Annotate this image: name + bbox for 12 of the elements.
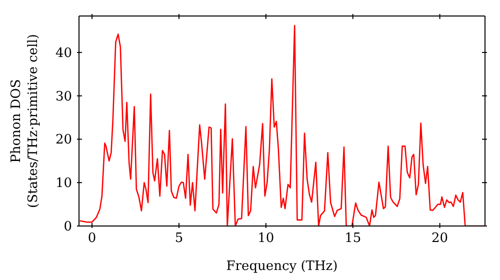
y-tick-label: 20 bbox=[55, 132, 72, 148]
x-tick-label: 10 bbox=[258, 231, 274, 246]
x-tick-label: 15 bbox=[344, 231, 362, 246]
x-axis-title: Frequency (THz) bbox=[226, 259, 338, 274]
x-tick-label: 5 bbox=[174, 231, 184, 246]
x-tick-label: 20 bbox=[432, 231, 448, 246]
y-tick-label: 30 bbox=[55, 89, 72, 104]
y-tick-label: 40 bbox=[55, 46, 72, 61]
x-tick-label: 0 bbox=[88, 231, 96, 246]
y-axis-title: Phonon DOS (States/THz·primitive cell) bbox=[9, 34, 41, 208]
y-tick-label: 0 bbox=[64, 220, 72, 234]
y-tick-label: 10 bbox=[55, 176, 72, 192]
